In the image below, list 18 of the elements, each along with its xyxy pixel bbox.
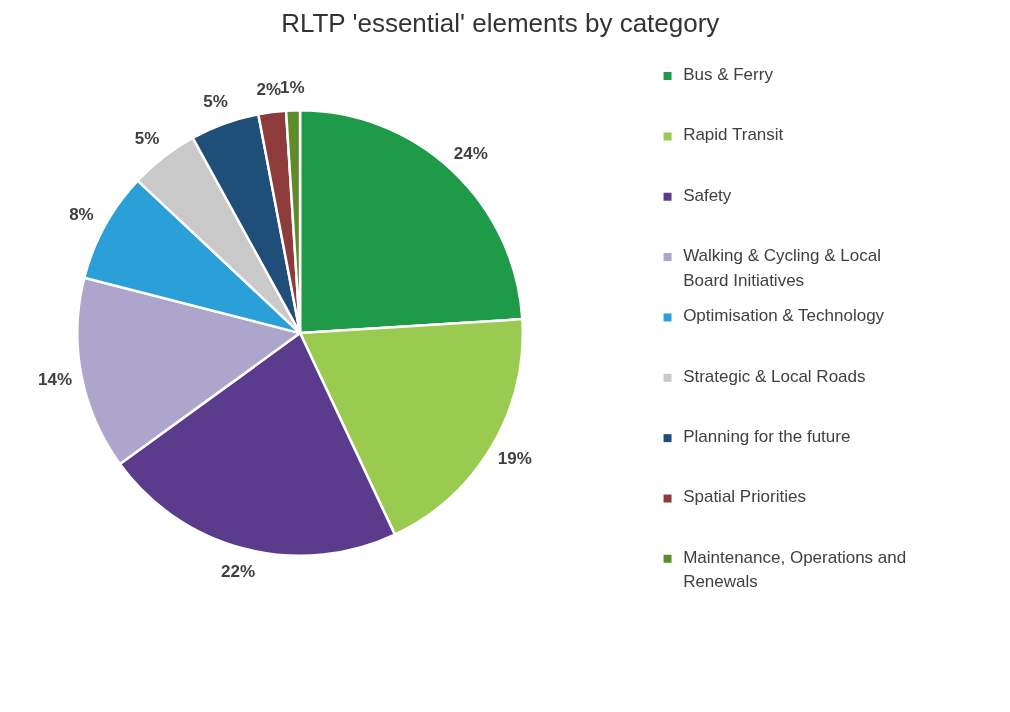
- legend-label: Strategic & Local Roads: [683, 366, 866, 386]
- data-label: 5%: [134, 129, 160, 149]
- legend-label: Optimisation & Technology: [683, 306, 885, 326]
- data-label: 2%: [256, 79, 282, 99]
- data-label: 19%: [497, 448, 532, 468]
- legend-label: Rapid Transit: [683, 125, 784, 145]
- legend-label: Bus & Ferry: [683, 64, 774, 84]
- legend-label: Planning for the future: [683, 426, 851, 446]
- legend-label: Spatial Priorities: [683, 487, 806, 507]
- chart-title: RLTP 'essential' elements by category: [281, 7, 720, 38]
- data-label: 22%: [221, 561, 256, 581]
- data-label: 8%: [69, 205, 94, 225]
- legend-label: Maintenance, Operations and Renewals: [683, 547, 907, 592]
- data-label: 14%: [38, 369, 73, 389]
- data-label: 5%: [203, 92, 228, 112]
- legend-label: Walking & Cycling & Local Board Initiatives: [683, 245, 881, 290]
- data-label: 24%: [453, 144, 488, 164]
- legend-label: Safety: [683, 185, 732, 205]
